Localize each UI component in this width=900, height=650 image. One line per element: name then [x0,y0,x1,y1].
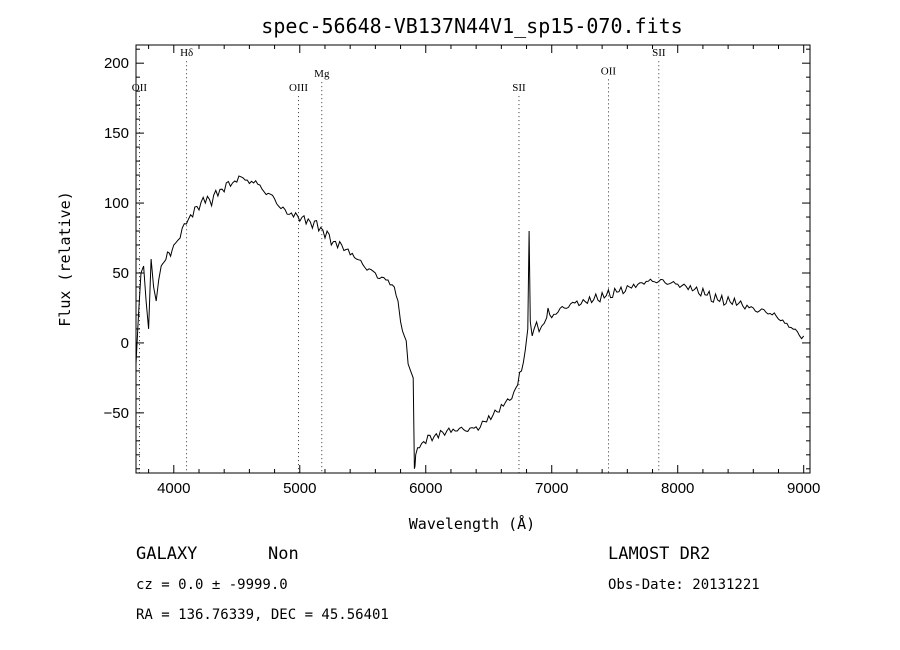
axis-ticks: 4000 5000 6000 7000 8000 9000 −50 0 50 100 150 200 [104,45,820,497]
x-tick-label: 7000 [535,480,568,497]
x-axis-label: Wavelength (Å) [409,514,535,533]
x-tick-label: 4000 [157,480,190,497]
x-tick-label: 8000 [661,480,694,497]
redshift-text: cz = 0.0 ± -9999.0 [136,577,288,593]
y-tick-label: 0 [121,335,129,352]
x-tick-label: 5000 [283,480,316,497]
survey-name: LAMOST DR2 [608,544,710,564]
coordinates: RA = 136.76339, DEC = 45.56401 [136,607,389,623]
spectrum-line [135,175,805,469]
obs-date: Obs-Date: 20131221 [608,577,760,593]
chart-title: spec-56648-VB137N44V1_sp15-070.fits [261,14,682,38]
object-subclass: Non [268,544,299,564]
emission-line-label: SII [512,82,526,94]
y-tick-label: 200 [104,55,129,72]
emission-line-label: Hδ [180,47,193,59]
y-tick-label: −50 [104,405,129,422]
emission-line-label: OII [132,82,148,94]
x-tick-label: 6000 [409,480,442,497]
object-type: GALAXY [136,544,197,564]
emission-line-label: OII [601,65,617,77]
spectrum-series [135,175,805,469]
emission-line-markers: OII Hδ OIII Mg SII OII SII [132,47,666,473]
y-axis-label: Flux (relative) [56,191,74,326]
emission-line-label: Mg [314,68,330,80]
emission-line-label: SII [652,47,666,59]
plot-frame [135,44,811,474]
y-tick-label: 100 [104,195,129,212]
y-tick-label: 50 [112,265,129,282]
emission-line-label: OIII [289,82,308,94]
x-tick-label: 9000 [787,480,820,497]
y-tick-label: 150 [104,125,129,142]
